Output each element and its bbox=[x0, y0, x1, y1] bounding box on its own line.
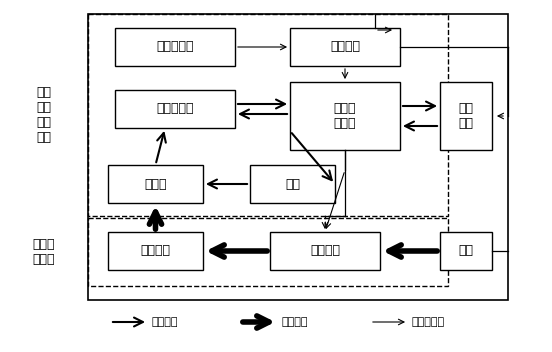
Text: 机械传动: 机械传动 bbox=[282, 317, 309, 327]
Text: 电控
液压
制动
模块: 电控 液压 制动 模块 bbox=[36, 86, 51, 144]
Bar bbox=[115, 28, 235, 66]
Text: 液压传动: 液压传动 bbox=[152, 317, 178, 327]
Text: 油杯: 油杯 bbox=[285, 177, 300, 190]
Bar bbox=[440, 232, 492, 270]
Bar bbox=[115, 90, 235, 128]
Bar bbox=[250, 165, 335, 203]
Bar bbox=[88, 14, 448, 216]
Bar bbox=[108, 232, 203, 270]
Bar bbox=[108, 165, 203, 203]
Text: 液压控
制单元: 液压控 制单元 bbox=[334, 102, 356, 130]
Text: 传动装置: 传动装置 bbox=[141, 245, 171, 258]
Text: 电控单元: 电控单元 bbox=[330, 40, 360, 54]
Text: 离合装置: 离合装置 bbox=[310, 245, 340, 258]
Bar bbox=[440, 82, 492, 150]
Text: 踏板模拟器: 踏板模拟器 bbox=[156, 40, 194, 54]
Bar bbox=[88, 14, 508, 300]
Bar bbox=[290, 28, 400, 66]
Bar bbox=[88, 218, 448, 286]
Text: 车轮: 车轮 bbox=[459, 245, 474, 258]
Text: 制动
轮缸: 制动 轮缸 bbox=[459, 102, 474, 130]
Text: 液压泵: 液压泵 bbox=[144, 177, 167, 190]
Text: 电信号传输: 电信号传输 bbox=[412, 317, 445, 327]
Bar bbox=[270, 232, 380, 270]
Text: 高压蓄能器: 高压蓄能器 bbox=[156, 102, 194, 115]
Text: 能量供
给模块: 能量供 给模块 bbox=[33, 238, 55, 266]
Bar bbox=[290, 82, 400, 150]
